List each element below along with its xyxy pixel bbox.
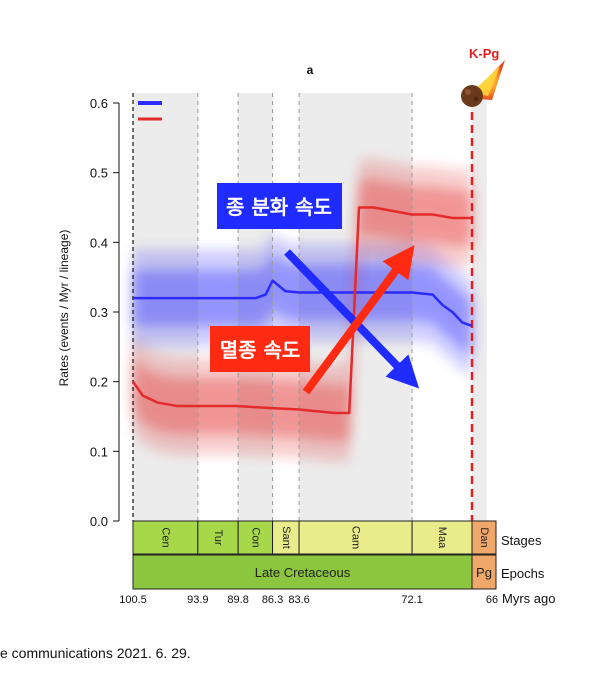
stage-label: Cam	[350, 526, 362, 549]
stage-cell-sant	[272, 520, 300, 555]
source-caption: e communications 2021. 6. 29.	[0, 645, 191, 661]
speciation-annotation-text: 종 분화 속도	[226, 195, 332, 219]
stage-row: Cen Tur Con Sant Cam Maa Dan	[132, 520, 497, 555]
extinction-trend-arrow	[302, 245, 415, 395]
y-tick-label: 0.0	[90, 514, 108, 529]
age-tick-label: 93.9	[187, 594, 208, 606]
stage-cell-maa	[411, 520, 473, 555]
y-tick-label: 0.4	[90, 235, 108, 250]
stage-label: Sant	[280, 526, 292, 549]
stage-label: Maa	[436, 527, 448, 549]
series-line-extinction	[131, 206, 472, 415]
x-axis-label: Myrs ago	[502, 591, 555, 606]
stage-label: Dan	[478, 527, 490, 547]
speciation-trend-arrow	[284, 249, 420, 389]
rate-lines	[131, 206, 473, 415]
stage-shade-dan	[472, 93, 487, 521]
chart-title: a	[307, 63, 314, 77]
stage-cell-dan	[471, 520, 497, 555]
age-tick-labels: 100.5 93.9 89.8 86.3 83.6 72.1 66	[119, 594, 498, 606]
band-extinction-1	[133, 179, 472, 441]
stage-label: Cen	[160, 527, 172, 547]
stage-cell-con	[237, 520, 274, 555]
epoch-label: Late Cretaceous	[255, 565, 351, 580]
stage-label: Tur	[212, 529, 224, 545]
meteor-icon	[461, 60, 505, 107]
y-axis-label: Rates (events / Myr / lineage)	[57, 230, 71, 387]
epoch-row: Late Cretaceous Pg	[132, 554, 497, 590]
speciation-annotation: 종 분화 속도	[217, 183, 342, 229]
age-tick-label: 72.1	[401, 594, 422, 606]
y-tick-label: 0.5	[90, 166, 108, 181]
epochs-row-label: Epochs	[501, 566, 545, 581]
y-tick-label: 0.2	[90, 375, 108, 390]
series-line-speciation	[133, 279, 473, 328]
age-tick-label: 83.6	[288, 594, 309, 606]
y-tick-label: 0.1	[90, 444, 108, 459]
stage-boundary-lines	[132, 93, 474, 521]
epoch-cell	[471, 554, 497, 590]
y-tick-label: 0.3	[90, 305, 108, 320]
stage-label: Con	[249, 527, 261, 547]
age-tick-label: 66	[486, 594, 498, 606]
age-tick-label: 100.5	[119, 594, 147, 606]
y-tick-label: 0.6	[90, 96, 108, 111]
extinction-annotation: 멸종 속도	[210, 326, 310, 372]
age-tick-label: 86.3	[262, 594, 283, 606]
y-axis: 0.0 0.1 0.2 0.3 0.4 0.5 0.6	[90, 96, 120, 529]
age-tick-label: 89.8	[227, 594, 248, 606]
epoch-cell	[132, 554, 473, 590]
extinction-annotation-text: 멸종 속도	[220, 338, 301, 362]
legend	[138, 101, 162, 121]
stage-cell-tur	[197, 520, 239, 555]
stages-row-label: Stages	[501, 533, 542, 548]
epoch-label: Pg	[476, 565, 492, 580]
kpg-label: K-Pg	[469, 46, 499, 61]
